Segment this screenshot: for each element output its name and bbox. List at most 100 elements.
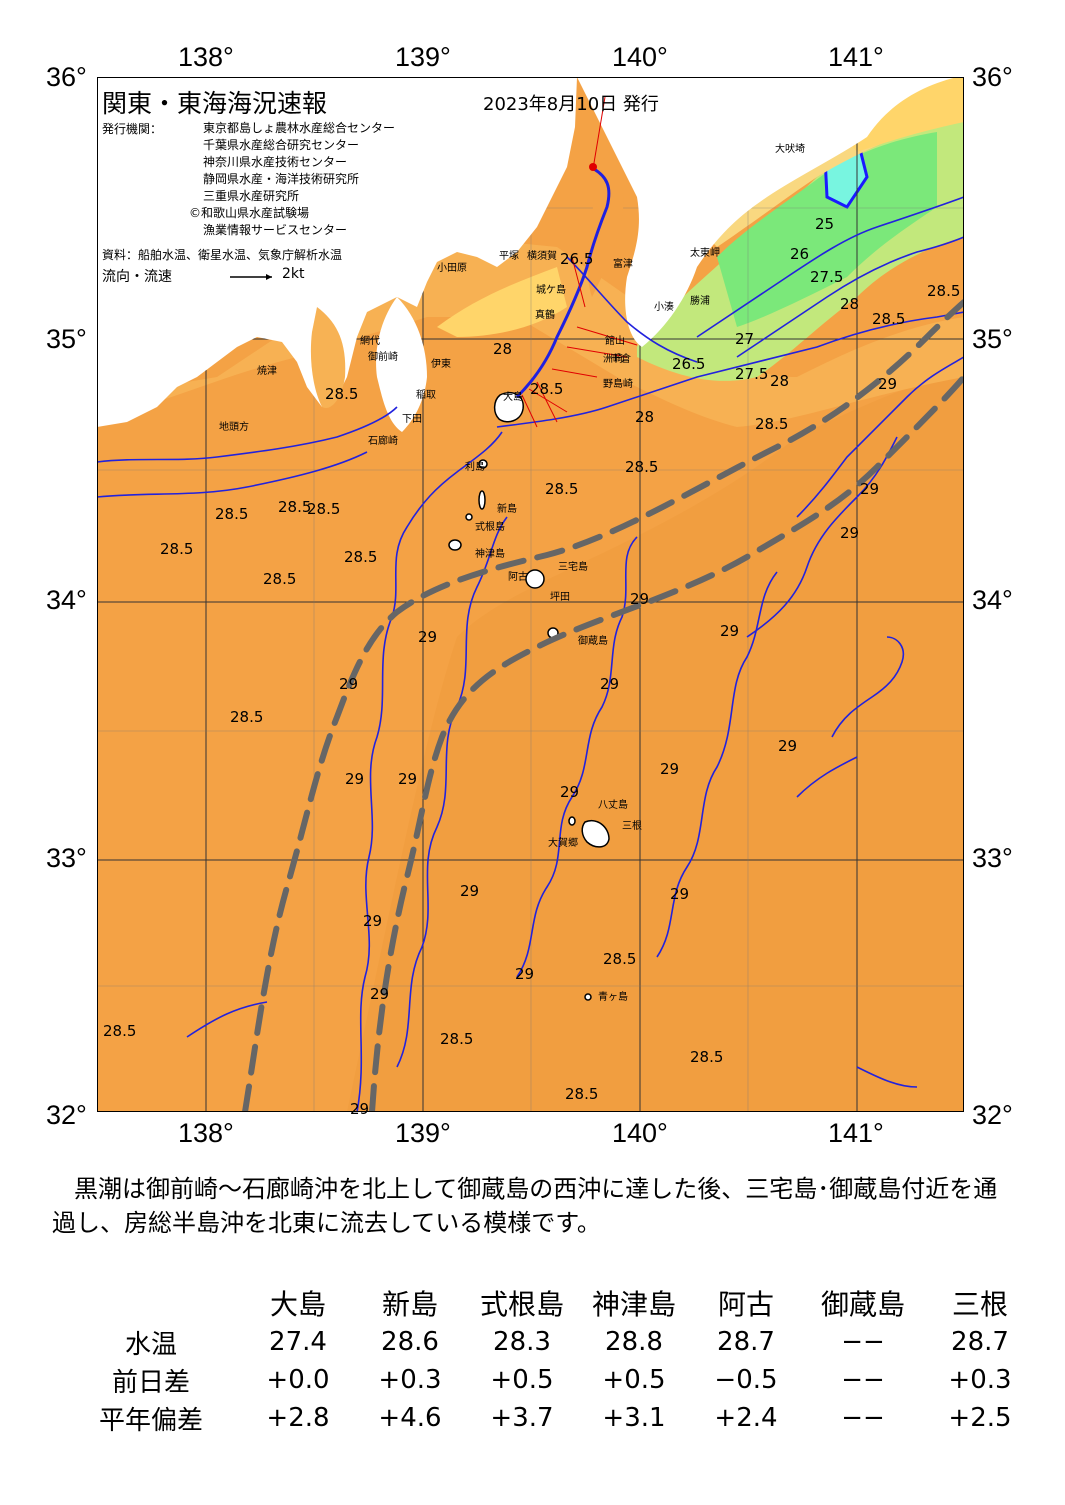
toshima-island — [478, 459, 488, 469]
cell: 28.8 — [605, 1327, 663, 1357]
issuer-list: 東京都島しょ農林水産総合センター 千葉県水産総合研究センター 神奈川県水産技術セ… — [189, 120, 396, 239]
land-honshu — [97, 77, 577, 427]
place-label: 小田原 — [437, 263, 467, 274]
sea-temperature-map — [97, 77, 964, 1112]
station-header: 三根 — [951, 1288, 1008, 1321]
cell: 28.7 — [717, 1327, 775, 1357]
issuer-6: ©和歌山県水産試験場 — [189, 206, 310, 220]
contour-label: 29 — [339, 675, 359, 693]
vessel-start-marker — [589, 163, 597, 171]
place-label: 千倉 — [611, 354, 631, 365]
cool-25-water — [717, 132, 937, 327]
contour-label: 28.5 — [690, 1048, 724, 1066]
issuer-2: 千葉県水産総合研究センター — [203, 138, 360, 152]
cell: 28.7 — [951, 1327, 1009, 1357]
contour-label: 28.5 — [872, 310, 906, 328]
issuer-5: 三重県水産研究所 — [203, 189, 300, 203]
station-header: 神津島 — [591, 1288, 676, 1321]
issuer-1: 東京都島しょ農林水産総合センター — [203, 121, 396, 135]
station-header: 阿古 — [717, 1288, 774, 1321]
lat-label-36-right: 36° — [972, 62, 1013, 92]
flow-legend-scale: 2kt — [282, 266, 305, 282]
cell: +0.5 — [490, 1365, 554, 1395]
contour-label: 28.5 — [603, 950, 637, 968]
contour-label: 29 — [560, 783, 580, 801]
contour-label: 28.5 — [545, 480, 579, 498]
cell: 28.3 — [493, 1327, 551, 1357]
table-header-row: 大島 新島 式根島 神津島 阿古 御蔵島 三根 — [60, 1283, 1036, 1323]
contour-label: 28.5 — [440, 1030, 474, 1048]
island-label: 青ヶ島 — [598, 992, 628, 1003]
flow-scale-arrowhead — [266, 274, 272, 280]
contour-label: 29 — [350, 1100, 370, 1118]
place-label: 稲取 — [416, 390, 436, 401]
contour-label: 28.5 — [755, 415, 789, 433]
contour-label: 28.5 — [530, 380, 564, 398]
contour-label: 28.5 — [215, 505, 249, 523]
map-frame — [97, 77, 964, 1112]
contour-label: 28.5 — [344, 548, 378, 566]
place-label: 勝浦 — [690, 296, 710, 307]
station-header: 式根島 — [479, 1288, 564, 1321]
issuer-7: 漁業情報サービスセンター — [203, 223, 348, 237]
place-label: 館山 — [605, 336, 625, 347]
cell: −0.5 — [714, 1365, 778, 1395]
contour-label: 28.5 — [565, 1085, 599, 1103]
lon-label-141-top: 141° — [828, 42, 884, 72]
contour-label: 26.5 — [560, 250, 594, 268]
island-temperature-table: 大島 新島 式根島 神津島 阿古 御蔵島 三根 水温 27.4 28.6 28.… — [60, 1283, 1036, 1437]
contour-label: 28.5 — [263, 570, 297, 588]
hachijojima-island — [581, 820, 610, 848]
contour-label: 28.5 — [927, 282, 961, 300]
place-label: 御前崎 — [368, 352, 398, 363]
lat-label-32-left: 32° — [46, 1100, 87, 1130]
contour-label: 28 — [770, 372, 790, 390]
cell: −− — [841, 1327, 885, 1357]
place-label: 太東岬 — [690, 248, 720, 259]
island-label: 三宅島 — [558, 562, 588, 573]
lat-label-33-left: 33° — [46, 843, 87, 873]
cell: +0.3 — [378, 1365, 442, 1395]
island-label: 神津島 — [475, 549, 505, 560]
contour-label: 29 — [460, 882, 480, 900]
kuroshio-path — [242, 299, 964, 1112]
contour-label: 29 — [600, 675, 620, 693]
cell: +0.3 — [948, 1365, 1012, 1395]
contour-label: 29 — [660, 760, 680, 778]
contour-label: 29 — [878, 375, 898, 393]
station-header: 新島 — [381, 1288, 438, 1321]
contour-label: 29 — [840, 524, 860, 542]
lon-label-141-bottom: 141° — [828, 1118, 884, 1148]
isotherm-lines — [97, 196, 964, 1112]
place-label: 富津 — [613, 259, 633, 270]
contour-label: 28 — [493, 340, 513, 358]
island-label: 阿古 — [508, 572, 528, 583]
contour-label: 26 — [790, 245, 810, 263]
contour-label: 28.5 — [325, 385, 359, 403]
island-label: 御蔵島 — [578, 636, 608, 647]
contour-label: 29 — [515, 965, 535, 983]
issuer-4: 静岡県水産・海洋技術研究所 — [203, 172, 360, 186]
cell: +2.8 — [266, 1403, 330, 1433]
issue-date: 2023年8月10日 発行 — [483, 94, 659, 115]
land-izu-peninsula — [376, 297, 427, 432]
lat-label-33-right: 33° — [972, 843, 1013, 873]
aogashima-island — [584, 993, 592, 1001]
lat-label-35-left: 35° — [46, 324, 87, 354]
island-label: 三根 — [622, 821, 642, 832]
island-label: 大島 — [503, 392, 523, 403]
niijima-island — [478, 490, 486, 510]
place-label: 網代 — [360, 336, 380, 347]
row-label: 前日差 — [111, 1367, 190, 1398]
cell: +3.7 — [490, 1403, 554, 1433]
cell: +2.5 — [948, 1403, 1012, 1433]
row-label: 平年偏差 — [98, 1405, 203, 1436]
contour-label: 28 — [840, 295, 860, 313]
lat-label-36-left: 36° — [46, 62, 87, 92]
miyakejima-island — [525, 569, 545, 589]
kozushima-island — [448, 539, 462, 551]
contour-label: 29 — [345, 770, 365, 788]
contour-label: 27.5 — [735, 365, 769, 383]
kuroshio-summary: 黒潮は御前崎～石廊崎沖を北上して御蔵島の西沖に達した後、三宅島･御蔵島付近を通過… — [52, 1175, 998, 1237]
cell: +4.6 — [378, 1403, 442, 1433]
